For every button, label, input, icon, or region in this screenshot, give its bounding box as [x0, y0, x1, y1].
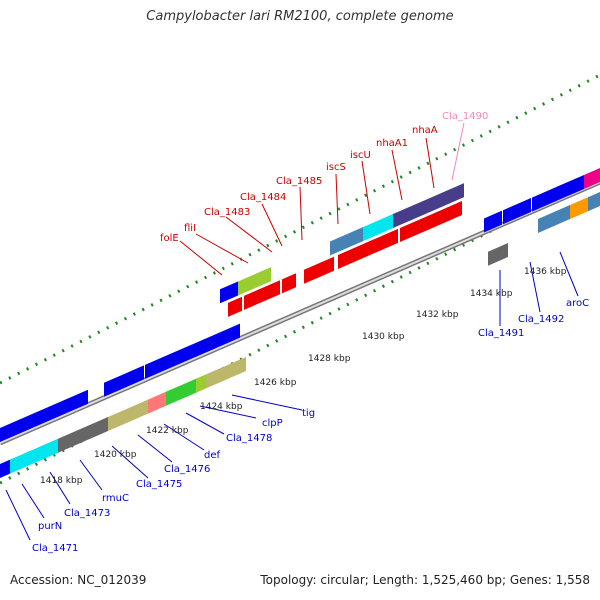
gene-reverse	[10, 438, 58, 474]
gene-label: Cla_1491	[478, 328, 524, 339]
tick-label: 1426 kbp	[254, 378, 297, 388]
tick-label: 1432 kbp	[416, 310, 459, 320]
gene-forward	[330, 227, 363, 256]
gene-label: Cla_1490	[442, 111, 488, 122]
gene-label: aroC	[566, 298, 589, 309]
tick-label: 1436 kbp	[524, 267, 567, 277]
callout-Cla_1484	[261, 203, 283, 247]
gene-forward	[532, 183, 564, 212]
gene-label: clpP	[262, 418, 283, 429]
gene-reverse	[400, 214, 432, 242]
gene-label: Cla_1473	[64, 508, 110, 519]
gene-label: rmuC	[102, 493, 129, 504]
gene-reverse	[166, 378, 196, 406]
tick-label: 1420 kbp	[94, 450, 137, 460]
gene-label: Cla_1471	[32, 543, 78, 554]
gene-label: iscS	[326, 162, 346, 173]
callout-iscU	[361, 160, 371, 215]
callout-folE	[179, 240, 223, 276]
gene-forward	[172, 337, 207, 368]
gene-forward	[363, 214, 393, 242]
callout-Cla_1492	[529, 261, 541, 313]
gene-forward	[564, 174, 584, 198]
gene-forward	[484, 210, 502, 233]
gene-reverse	[304, 256, 334, 284]
gene-reverse	[228, 296, 242, 317]
gene-forward	[238, 267, 271, 296]
gene-label: Cla_1475	[136, 479, 182, 490]
gene-label: def	[204, 450, 221, 461]
gene-forward	[48, 389, 88, 422]
gene-label: Cla_1483	[204, 207, 250, 218]
gene-reverse	[282, 273, 296, 294]
gene-reverse	[0, 459, 10, 478]
gene-forward	[207, 323, 240, 352]
callout-Cla_1483	[225, 216, 273, 253]
callout-fliI	[195, 233, 249, 264]
gene-forward	[145, 353, 172, 379]
gene-forward	[428, 183, 464, 213]
callout-def	[163, 423, 205, 451]
callout-rmuC	[79, 459, 103, 491]
tick-label: 1424 kbp	[200, 402, 243, 412]
gene-reverse	[108, 399, 148, 432]
callout-Cla_1473	[49, 471, 71, 505]
callout-Cla_1471	[5, 489, 31, 541]
callout-clpP	[199, 405, 257, 419]
gene-reverse	[570, 197, 588, 220]
gene-label: nhaA1	[376, 138, 408, 149]
gene-reverse	[58, 417, 108, 453]
tick-label: 1422 kbp	[146, 426, 189, 436]
gene-label: purN	[38, 521, 62, 532]
callout-nhaA	[425, 137, 435, 189]
gene-label: iscU	[350, 150, 371, 161]
gene-reverse	[244, 280, 280, 310]
gene-reverse	[148, 391, 166, 414]
gene-label: nhaA	[412, 125, 438, 136]
gene-forward	[503, 198, 531, 225]
gene-label: tig	[302, 408, 315, 419]
callout-Cla_1478	[185, 412, 225, 435]
gene-label: Cla_1478	[226, 433, 272, 444]
gene-forward	[0, 407, 48, 442]
callout-purN	[21, 483, 45, 519]
map-title: Campylobacter lari RM2100, complete geno…	[146, 9, 454, 24]
tick-label: 1418 kbp	[40, 476, 83, 486]
gene-reverse	[432, 201, 462, 229]
tick-label: 1430 kbp	[362, 332, 405, 342]
gene-reverse	[488, 243, 508, 266]
callout-iscS	[335, 173, 339, 225]
gene-forward	[393, 198, 428, 229]
gene-reverse	[206, 356, 246, 389]
gene-label: Cla_1492	[518, 314, 564, 325]
callout-aroC	[559, 251, 579, 297]
gene-reverse	[338, 240, 372, 269]
tick-label: 1428 kbp	[308, 354, 351, 364]
callout-Cla_1485	[299, 186, 303, 241]
callout-nhaA1	[391, 149, 403, 201]
callout-tig	[231, 394, 303, 411]
genome-summary-text: Topology: circular; Length: 1,525,460 bp…	[260, 573, 590, 587]
gene-label: fliI	[184, 223, 196, 234]
gene-reverse	[538, 205, 570, 233]
gene-reverse	[196, 374, 206, 393]
callout-Cla_1475	[111, 445, 149, 479]
gene-forward	[104, 365, 144, 397]
gene-label: folE	[160, 233, 179, 244]
gene-reverse	[588, 191, 600, 212]
gene-forward	[584, 167, 600, 189]
gene-forward	[220, 281, 238, 304]
accession-text: Accession: NC_012039	[10, 573, 147, 587]
callout-Cla_1490	[451, 122, 465, 181]
gene-label: Cla_1485	[276, 176, 322, 187]
gene-label: Cla_1484	[240, 192, 286, 203]
tick-label: 1434 kbp	[470, 289, 513, 299]
callout-Cla_1476	[137, 434, 173, 463]
gene-reverse	[372, 228, 398, 255]
gene-label: Cla_1476	[164, 464, 210, 475]
